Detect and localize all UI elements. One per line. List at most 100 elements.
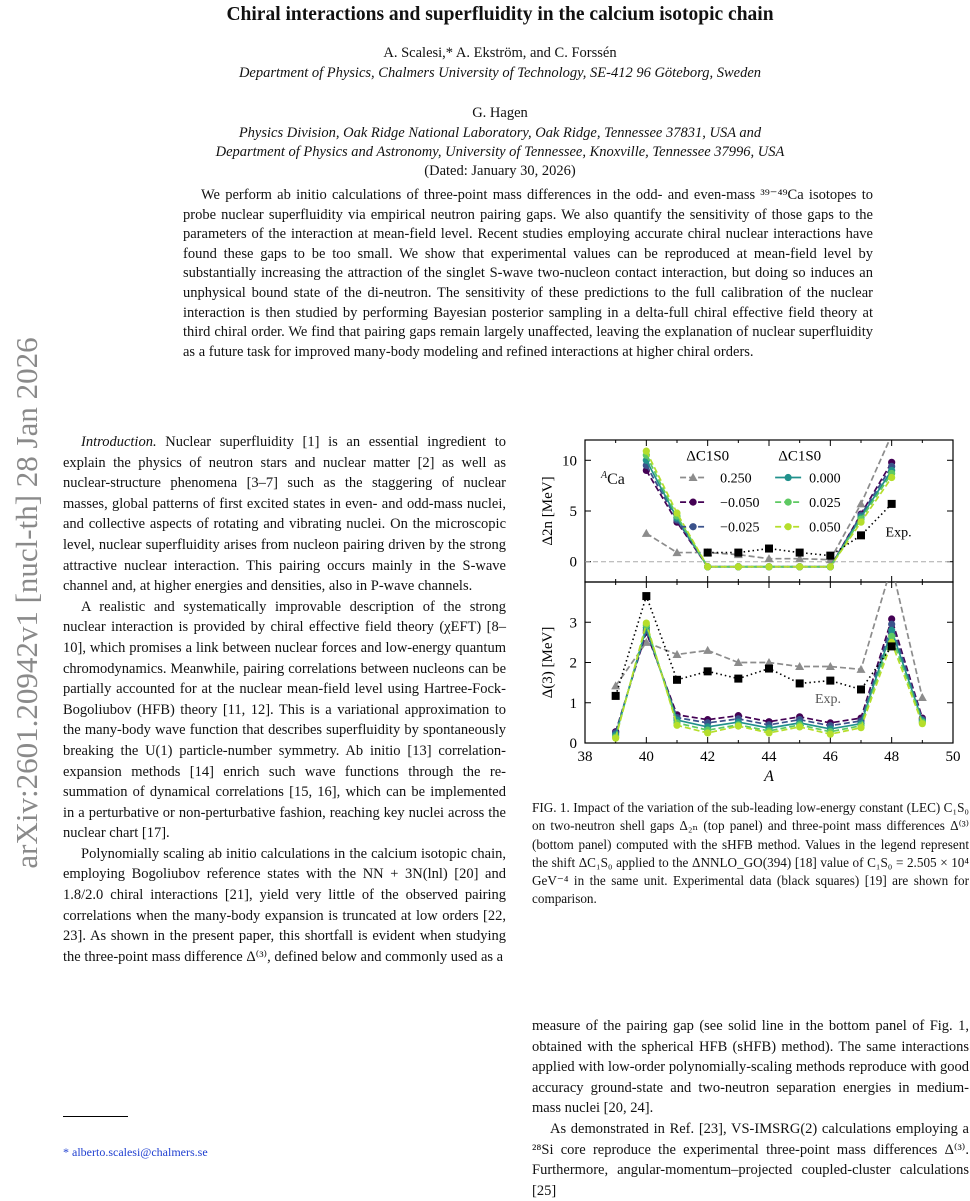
data-point [888, 620, 896, 628]
data-point [826, 563, 834, 571]
data-point [642, 619, 650, 627]
data-point [641, 528, 651, 537]
y-axis-label: Δ(3) [MeV] [540, 627, 556, 699]
legend-label: −0.025 [720, 521, 759, 536]
data-point [826, 730, 834, 738]
x-tick-label: 42 [700, 749, 715, 765]
data-point [887, 642, 896, 651]
legend-label: 0.025 [809, 496, 841, 511]
data-point [612, 734, 620, 742]
data-point [888, 632, 896, 640]
data-point [673, 509, 681, 517]
paragraph-2: A realistic and systematically improvabl… [63, 598, 506, 842]
paragraph-continued: measure of the pairing gap (see solid li… [532, 1018, 969, 1117]
footnote-rule [63, 1116, 128, 1117]
data-point [704, 729, 712, 737]
data-point [888, 473, 896, 482]
exp-label: Exp. [886, 525, 912, 540]
data-point [673, 721, 681, 729]
isotope-annotation: ACa [601, 470, 625, 488]
data-point [796, 723, 804, 731]
legend-marker [784, 473, 792, 482]
data-point [703, 548, 712, 557]
legend-title: ΔC1S0 [686, 448, 729, 464]
legend-label: 0.050 [809, 521, 841, 536]
legend-label: 0.250 [720, 472, 752, 487]
data-point [826, 551, 835, 560]
data-point [856, 499, 866, 508]
x-tick-label: 40 [639, 749, 654, 765]
y-tick-label: 0 [570, 736, 578, 752]
x-tick-label: 50 [946, 749, 961, 765]
data-point [888, 615, 896, 623]
data-point [734, 674, 743, 683]
right-column: measure of the pairing gap (see solid li… [532, 1016, 969, 1201]
panel-top: 0 5 10 Δ2n [MeV] Exp. ΔC1S0 ΔC1S0 0.250 −0.050 −0… [540, 439, 954, 583]
abstract: We perform ab initio calculations of thr… [183, 187, 873, 360]
data-point [795, 662, 805, 671]
series-line-0.250 [645, 440, 891, 561]
x-tick-label: 46 [823, 749, 839, 765]
data-point [703, 667, 712, 676]
x-tick-label: 48 [884, 749, 899, 765]
y-tick-label: 2 [570, 656, 578, 672]
data-point [765, 664, 773, 673]
left-column: Introduction. Nuclear superfluidity [1] … [63, 432, 506, 967]
x-axis-label: A [763, 768, 774, 785]
legend-marker [689, 523, 697, 531]
legend-marker [784, 523, 792, 531]
data-point [734, 548, 743, 557]
y-axis-label: Δ2n [MeV] [540, 476, 556, 545]
data-point [672, 649, 682, 658]
data-point [611, 691, 620, 700]
legend-label: −0.050 [720, 496, 759, 511]
data-point [887, 499, 896, 508]
exp-label: Exp. [815, 692, 841, 707]
data-point [825, 662, 835, 671]
date: (Dated: January 30, 2026) [424, 163, 576, 179]
intro-paragraph: Introduction. Nuclear superfluidity [1] … [63, 432, 506, 597]
data-point [765, 544, 773, 553]
panel-bottom: 0 1 2 3 Δ(3) [MeV] 38 40 42 44 46 48 50 A Exp. [540, 561, 961, 785]
data-point [734, 563, 742, 571]
affiliation-2a: Physics Division, Oak Ridge National Lab… [238, 125, 762, 141]
x-tick-label: 44 [762, 749, 778, 765]
data-point [765, 563, 773, 571]
data-point [642, 447, 650, 455]
data-point [795, 679, 804, 688]
legend-label: 0.000 [809, 472, 841, 487]
data-point [857, 724, 865, 732]
data-point [856, 664, 866, 673]
data-point [642, 592, 651, 601]
data-point [917, 693, 927, 702]
y-tick-label: 1 [570, 696, 578, 712]
legend-title: ΔC1S0 [778, 448, 821, 464]
y-tick-label: 5 [570, 504, 578, 520]
data-point [673, 675, 681, 684]
y-tick-label: 3 [570, 615, 578, 631]
data-point [704, 563, 712, 571]
paragraph-3: Polynomially scaling ab initio calculati… [63, 845, 506, 965]
data-point [918, 720, 926, 728]
data-point [641, 637, 651, 646]
authors-2: G. Hagen [472, 105, 528, 121]
data-point [857, 685, 865, 694]
data-point [796, 563, 804, 571]
arxiv-stamp: arXiv:2601.20942v1 [nucl-th] 28 Jan 2026 [9, 337, 44, 869]
data-point [795, 554, 805, 563]
data-point [733, 658, 743, 666]
intro-text: Nuclear superfluidity [1] is an essentia… [63, 434, 506, 595]
series-line-Exp. [614, 593, 893, 697]
data-point [857, 531, 865, 540]
data-point [672, 548, 682, 557]
footnote-email-link[interactable]: * alberto.scalesi@chalmers.se [63, 1145, 208, 1159]
data-point [857, 518, 865, 526]
data-point [734, 722, 742, 730]
legend-marker [688, 473, 698, 482]
affiliation-2b: Department of Physics and Astronomy, Uni… [215, 144, 785, 160]
data-point [887, 561, 896, 569]
series-group [611, 561, 927, 742]
x-tick-label: 38 [578, 749, 593, 765]
data-point [764, 658, 774, 666]
